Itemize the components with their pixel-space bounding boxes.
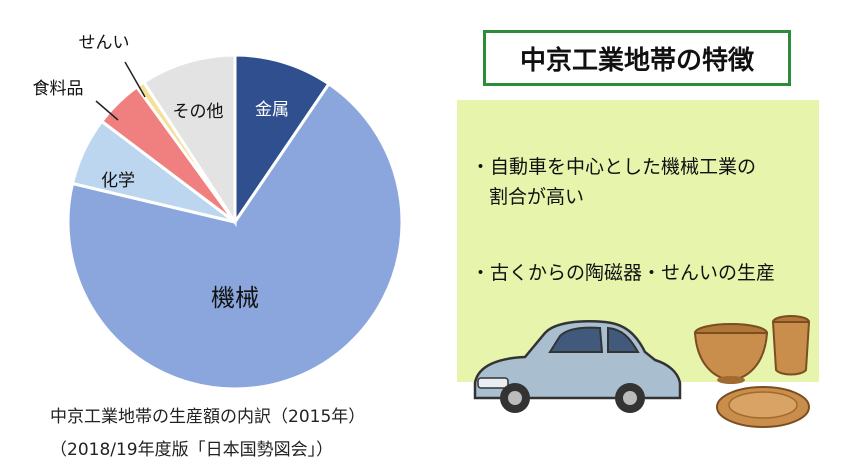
feature-text: ・古くからの陶磁器・せんいの生産 (471, 262, 776, 284)
pie-slice (233, 53, 331, 227)
feature-text-cont: 割合が高い (489, 186, 585, 208)
slice-label: 機械 (211, 284, 259, 312)
pie-slice (141, 53, 237, 228)
chart-caption: 中京工業地帯の生産額の内訳（2015年） (50, 407, 366, 427)
chart-source: （2018/19年度版「日本国勢図会」） (50, 440, 334, 460)
slice-label: 食料品 (33, 79, 84, 99)
slice-label: その他 (173, 102, 224, 122)
slice-label: 化学 (101, 171, 135, 191)
slice-label: せんい (79, 33, 130, 53)
feature-panel: ・自動車を中心とした機械工業の 割合が高い ・古くからの陶磁器・せんいの生産 (457, 100, 819, 382)
pie-slice (66, 81, 404, 391)
leader-line (124, 61, 146, 98)
panel-title: 中京工業地帯の特徴 (483, 30, 791, 86)
feature-text: ・自動車を中心とした機械工業の (471, 156, 757, 178)
pottery-plate-icon (716, 386, 810, 428)
pie-slices (66, 53, 404, 391)
slice-label: 金属 (255, 100, 289, 120)
feature-item: ・古くからの陶磁器・せんいの生産 (471, 258, 775, 288)
feature-item: ・自動車を中心とした機械工業の 割合が高い (471, 152, 756, 212)
leader-line (95, 100, 119, 121)
